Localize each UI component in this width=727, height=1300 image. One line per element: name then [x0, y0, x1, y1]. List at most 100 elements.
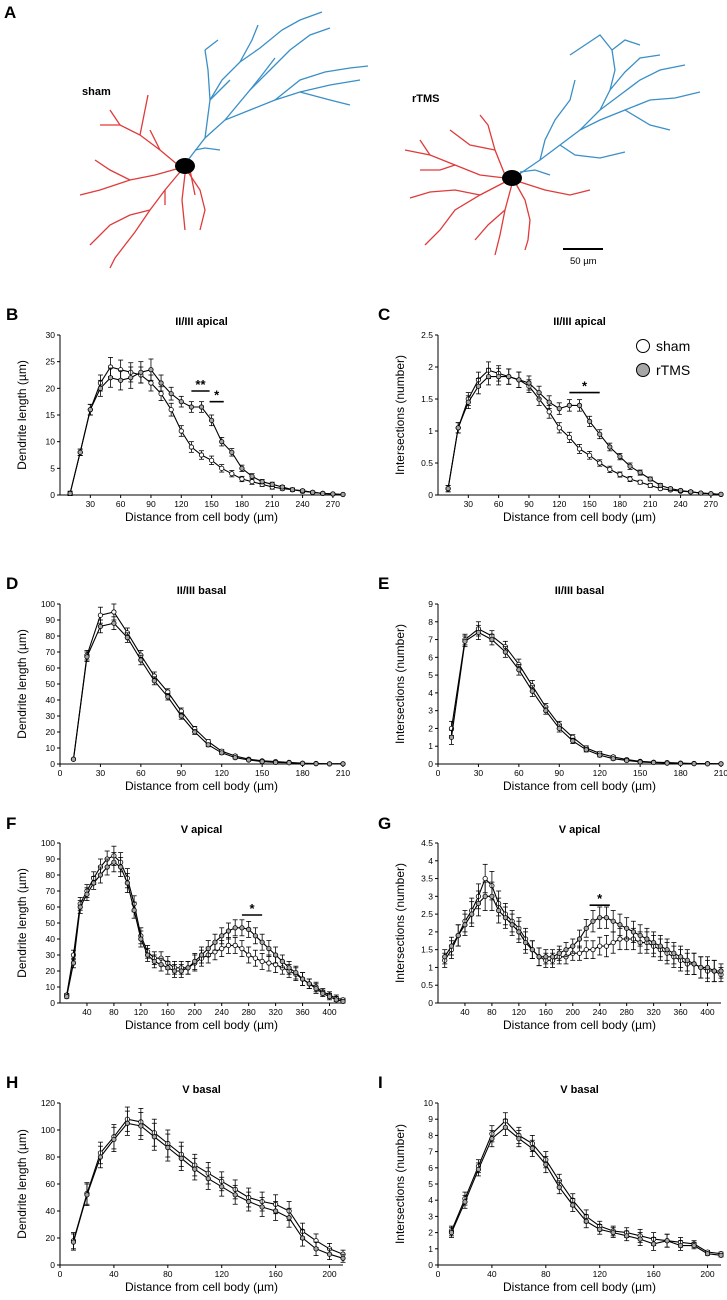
- data-point: [232, 754, 238, 761]
- data-point: [286, 965, 292, 971]
- x-tick-label: 30: [474, 768, 484, 778]
- data-point: [556, 425, 562, 431]
- significance-star: **: [195, 377, 206, 392]
- x-tick-label: 150: [255, 768, 269, 778]
- y-tick-label: 1: [428, 962, 433, 972]
- y-tick-label: 70: [46, 647, 56, 657]
- data-point: [64, 993, 70, 1000]
- data-point: [192, 1166, 198, 1172]
- x-tick-label: 400: [322, 1007, 336, 1017]
- significance-star: *: [214, 388, 220, 403]
- series-rtms: [445, 367, 724, 497]
- data-point: [232, 1192, 238, 1198]
- x-axis-label: Distance from cell body (µm): [125, 1018, 278, 1032]
- data-point: [124, 634, 130, 641]
- y-tick-label: 2.5: [421, 909, 433, 919]
- data-point: [637, 479, 643, 485]
- data-point: [617, 936, 623, 942]
- data-point: [77, 904, 83, 910]
- x-tick-label: 150: [633, 768, 647, 778]
- y-tick-label: 3: [428, 1211, 433, 1221]
- data-point: [509, 922, 515, 928]
- data-point: [566, 402, 572, 408]
- data-point: [651, 939, 657, 946]
- x-tick-label: 150: [205, 499, 219, 509]
- x-axis-label: Distance from cell body (µm): [503, 510, 656, 524]
- data-point: [546, 409, 552, 415]
- data-point: [165, 1144, 171, 1151]
- rtms-apical-dendrites: [517, 34, 701, 176]
- y-tick-label: 0.5: [421, 458, 433, 468]
- y-tick-label: 10: [46, 437, 56, 447]
- x-tick-label: 120: [134, 1007, 148, 1017]
- x-tick-label: 0: [58, 768, 63, 778]
- data-point: [576, 950, 583, 956]
- data-point: [556, 1184, 562, 1190]
- data-point: [269, 481, 275, 487]
- data-point: [151, 1134, 157, 1140]
- data-point: [144, 952, 151, 958]
- chart-title: V basal: [182, 1084, 221, 1096]
- data-point: [684, 957, 690, 963]
- data-point: [603, 943, 610, 949]
- data-point: [340, 1255, 346, 1261]
- data-point: [489, 1136, 495, 1142]
- y-tick-label: 80: [46, 1152, 56, 1162]
- x-tick-label: 270: [704, 499, 718, 509]
- x-tick-label: 0: [436, 768, 441, 778]
- data-point: [647, 482, 653, 488]
- x-tick-label: 160: [161, 1007, 175, 1017]
- data-point: [462, 922, 468, 928]
- data-point: [178, 713, 184, 719]
- x-tick-label: 60: [136, 768, 146, 778]
- data-point: [219, 933, 225, 939]
- x-tick-label: 270: [326, 499, 340, 509]
- panel-letter-g: G: [378, 814, 391, 833]
- y-tick-label: 20: [46, 966, 56, 976]
- data-point: [664, 1238, 670, 1244]
- data-point: [647, 476, 653, 482]
- x-tick-label: 320: [647, 1007, 661, 1017]
- data-point: [677, 487, 684, 494]
- data-point: [239, 925, 245, 931]
- data-point: [286, 760, 292, 766]
- data-point: [219, 439, 225, 445]
- data-point: [168, 407, 174, 413]
- data-point: [597, 431, 603, 437]
- y-axis-label: Dendrite length (µm): [15, 629, 29, 739]
- y-tick-label: 0.5: [421, 980, 433, 990]
- x-tick-label: 0: [58, 1269, 63, 1279]
- panel-c: C II/III apical 0 0.5 1 1.5 2 2.5 30 60 90 120 150 18…: [378, 305, 724, 524]
- data-point: [489, 893, 495, 899]
- y-tick-label: 80: [46, 870, 56, 880]
- legend-rtms-marker: [636, 363, 650, 377]
- sham-apical-dendrites: [187, 11, 369, 161]
- data-point: [340, 998, 346, 1005]
- data-point: [536, 389, 542, 396]
- data-point: [326, 1251, 333, 1257]
- data-point: [266, 945, 272, 952]
- data-point: [637, 469, 643, 476]
- data-point: [91, 880, 97, 886]
- data-point: [556, 950, 562, 956]
- panel-letter-i: I: [378, 1073, 383, 1092]
- data-point: [644, 936, 650, 942]
- data-point: [576, 402, 583, 408]
- x-tick-label: 120: [215, 1269, 229, 1279]
- data-point: [657, 482, 663, 488]
- data-point: [209, 457, 215, 463]
- y-axis-label: Dendrite length (µm): [15, 1129, 29, 1239]
- data-point: [259, 958, 265, 965]
- x-tick-label: 90: [524, 499, 534, 509]
- data-point: [576, 446, 583, 452]
- data-point: [442, 954, 448, 960]
- data-point: [543, 1161, 549, 1168]
- data-point: [607, 444, 613, 450]
- data-point: [148, 380, 154, 386]
- data-point: [151, 678, 157, 684]
- data-point: [205, 742, 211, 748]
- series-rtms: [64, 852, 346, 1005]
- y-tick-label: 4: [428, 688, 433, 698]
- data-point: [698, 964, 704, 971]
- data-point: [266, 960, 272, 966]
